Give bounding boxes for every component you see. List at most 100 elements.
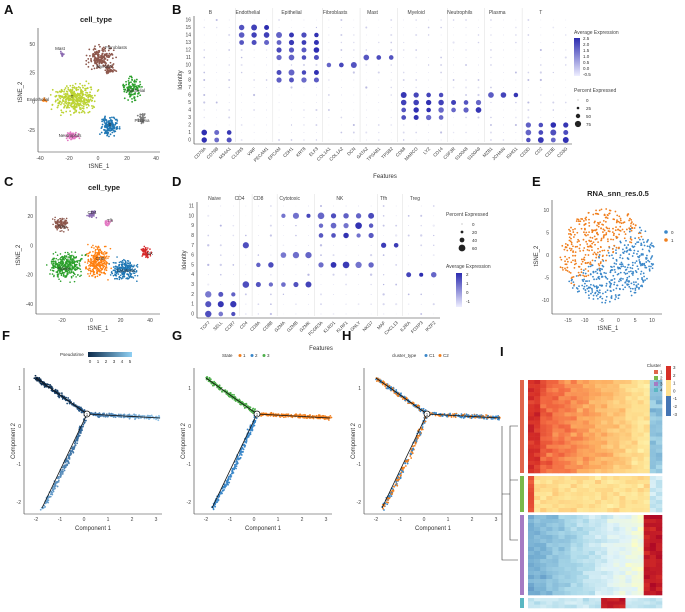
dot xyxy=(355,222,362,229)
tsne-point xyxy=(75,131,77,134)
tsne-point xyxy=(107,131,110,134)
dot xyxy=(203,42,205,43)
tsne-point xyxy=(70,105,73,108)
tsne-point xyxy=(105,269,108,272)
cell-point xyxy=(36,379,39,382)
tsne-point xyxy=(623,244,626,247)
tsne-point xyxy=(115,70,118,72)
cell-point xyxy=(77,409,80,412)
tsne-point xyxy=(65,90,68,93)
dot xyxy=(251,32,257,38)
dot xyxy=(432,205,435,207)
pseudotime-tick: 0 xyxy=(89,359,92,364)
tsne-point xyxy=(66,106,69,109)
dot xyxy=(515,139,517,141)
trajectory-line xyxy=(41,413,88,509)
tsne-point xyxy=(132,84,135,87)
tsne-point xyxy=(81,107,84,110)
dot xyxy=(343,213,349,219)
tsne-point xyxy=(127,99,130,101)
tsne-point xyxy=(85,63,88,66)
tsne-point xyxy=(570,243,573,246)
tsne-point xyxy=(595,285,598,288)
tsne-point xyxy=(619,271,622,274)
tsne-point xyxy=(105,119,108,122)
tsne-point xyxy=(602,224,605,226)
tsne-point xyxy=(56,254,59,257)
tsne-point xyxy=(109,47,111,50)
cell-point xyxy=(322,415,325,418)
cluster-label: Treg xyxy=(57,224,67,229)
tsne-point xyxy=(123,90,126,93)
dot xyxy=(278,102,280,103)
dot xyxy=(475,107,482,113)
tsne-point xyxy=(101,48,104,51)
tsne-point xyxy=(613,268,616,271)
dot xyxy=(283,274,284,276)
tsne-point xyxy=(584,272,587,275)
dot xyxy=(395,215,397,217)
tsne-point xyxy=(622,251,624,254)
tsne-point xyxy=(607,249,609,252)
dot xyxy=(314,32,319,38)
tsne-point xyxy=(570,277,573,280)
tsne-point xyxy=(570,279,573,282)
tsne-point xyxy=(102,253,104,256)
dot xyxy=(207,244,210,247)
dot xyxy=(527,108,530,112)
tsne-point xyxy=(72,266,75,269)
dot xyxy=(552,101,555,104)
tsne-point xyxy=(57,220,59,223)
dot xyxy=(319,204,323,208)
panel-b: B012345678910111213141516IdentityFeature… xyxy=(172,2,619,180)
tsne-point xyxy=(621,263,624,266)
tsne-point xyxy=(625,279,628,282)
dot xyxy=(313,54,319,61)
tsne-point xyxy=(66,139,69,142)
tsne-point xyxy=(573,283,576,286)
dot xyxy=(316,94,317,96)
tsne-point xyxy=(86,106,88,109)
dot xyxy=(343,223,349,229)
dot xyxy=(540,94,542,96)
dot xyxy=(503,19,504,21)
cell-point xyxy=(34,374,37,377)
tsne-point xyxy=(72,259,75,261)
dot xyxy=(565,34,567,36)
identity-tick: 4 xyxy=(191,272,194,278)
tsne-point xyxy=(110,271,113,274)
tsne-point xyxy=(109,125,112,128)
dot xyxy=(216,34,218,36)
dot xyxy=(352,49,355,51)
dot xyxy=(489,124,492,126)
dot xyxy=(340,131,343,134)
tsne-point xyxy=(566,258,568,261)
dot xyxy=(308,313,309,315)
cell-point xyxy=(110,413,113,415)
panel-e-xlabel: tSNE_1 xyxy=(598,326,619,332)
panel-d-ylabel: Identity xyxy=(182,250,188,269)
dot xyxy=(378,117,380,118)
tsne-point xyxy=(119,274,122,277)
tsne-point xyxy=(71,134,74,137)
tsne-point xyxy=(127,79,130,82)
tsne-point xyxy=(62,257,65,260)
tsne-point xyxy=(600,227,602,230)
dot xyxy=(263,32,270,38)
dot xyxy=(216,94,218,96)
tsne-point xyxy=(95,245,97,248)
dot xyxy=(278,117,280,118)
tsne-point xyxy=(584,268,587,270)
cluster-label: Mast xyxy=(55,46,66,51)
dot xyxy=(378,19,380,21)
tsne-point xyxy=(582,272,585,274)
dot xyxy=(550,129,557,136)
cluster-label: Endothelial xyxy=(27,97,49,102)
dot xyxy=(253,139,255,141)
traj-ytick: -1 xyxy=(17,462,22,468)
dot xyxy=(463,100,469,105)
dot xyxy=(308,294,309,295)
tsne-point xyxy=(77,274,79,276)
dot xyxy=(403,41,405,44)
panel-a-xtick: -40 xyxy=(36,156,43,162)
